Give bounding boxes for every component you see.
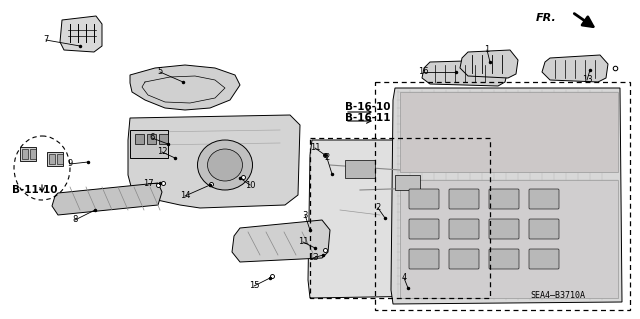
Polygon shape — [422, 60, 508, 86]
Text: 2: 2 — [324, 153, 330, 162]
Polygon shape — [460, 50, 518, 78]
Text: B-16-11: B-16-11 — [345, 113, 390, 123]
Polygon shape — [232, 220, 330, 262]
Polygon shape — [542, 55, 608, 82]
Text: 3: 3 — [302, 211, 308, 219]
Bar — [20, 147, 36, 161]
Text: 12: 12 — [157, 147, 167, 157]
FancyBboxPatch shape — [409, 249, 439, 269]
FancyBboxPatch shape — [529, 219, 559, 239]
Text: 8: 8 — [72, 216, 77, 225]
FancyBboxPatch shape — [529, 189, 559, 209]
Text: 16: 16 — [418, 68, 428, 77]
FancyBboxPatch shape — [529, 249, 559, 269]
Text: 2: 2 — [376, 204, 381, 212]
Text: 4: 4 — [401, 273, 406, 283]
Bar — [57, 154, 63, 164]
Polygon shape — [130, 65, 240, 110]
FancyBboxPatch shape — [449, 249, 479, 269]
Bar — [135, 134, 144, 144]
Text: SEA4–B3710A: SEA4–B3710A — [530, 291, 585, 300]
Text: 17: 17 — [143, 179, 154, 188]
FancyBboxPatch shape — [409, 219, 439, 239]
FancyBboxPatch shape — [449, 219, 479, 239]
Text: 13: 13 — [582, 76, 592, 85]
Text: 10: 10 — [244, 181, 255, 189]
Text: B-16-10: B-16-10 — [345, 102, 390, 112]
Text: 6: 6 — [149, 133, 155, 143]
Text: FR.: FR. — [536, 13, 557, 23]
Polygon shape — [391, 88, 622, 304]
Polygon shape — [52, 183, 162, 215]
Bar — [400, 180, 618, 298]
Text: 7: 7 — [44, 35, 49, 44]
Text: 1: 1 — [484, 46, 490, 55]
Ellipse shape — [198, 140, 253, 190]
FancyBboxPatch shape — [489, 219, 519, 239]
Text: 9: 9 — [67, 160, 72, 168]
Bar — [147, 134, 156, 144]
FancyBboxPatch shape — [489, 189, 519, 209]
FancyBboxPatch shape — [449, 189, 479, 209]
Bar — [47, 152, 63, 166]
Text: 11: 11 — [310, 144, 320, 152]
Bar — [375, 82, 630, 310]
FancyBboxPatch shape — [489, 249, 519, 269]
Polygon shape — [130, 130, 168, 158]
Ellipse shape — [207, 149, 243, 181]
Bar — [49, 154, 55, 164]
FancyBboxPatch shape — [409, 189, 439, 209]
Text: 15: 15 — [249, 281, 259, 291]
Bar — [22, 149, 28, 159]
Text: 11: 11 — [298, 238, 308, 247]
Bar — [30, 149, 36, 159]
Bar — [395, 175, 420, 190]
Text: B-11-10: B-11-10 — [12, 185, 58, 195]
Polygon shape — [308, 140, 490, 298]
Text: 13: 13 — [308, 254, 318, 263]
Bar — [159, 134, 168, 144]
Polygon shape — [60, 16, 102, 52]
Bar — [345, 160, 375, 178]
Polygon shape — [128, 115, 300, 208]
Bar — [400, 92, 618, 172]
Bar — [310, 138, 490, 298]
Text: 5: 5 — [157, 68, 163, 77]
Text: 14: 14 — [180, 191, 190, 201]
